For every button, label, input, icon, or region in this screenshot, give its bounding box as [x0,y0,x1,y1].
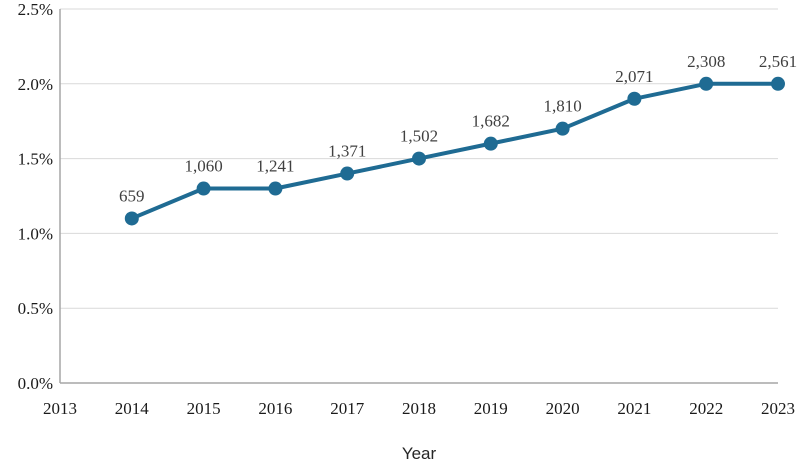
data-point-marker [771,76,785,91]
y-tick-label: 2.0% [18,75,53,94]
data-point-marker [627,91,642,106]
data-point-marker [699,76,714,91]
data-point-label: 2,308 [687,52,725,71]
x-tick-label: 2020 [546,399,580,418]
data-point-label: 1,682 [472,112,510,131]
data-point-label: 1,810 [543,97,581,116]
x-tick-label: 2015 [187,399,221,418]
x-tick-label: 2019 [474,399,508,418]
data-point-label: 659 [119,186,145,205]
data-point-marker [483,136,498,151]
y-tick-label: 1.5% [18,150,53,169]
data-point-label: 2,071 [615,67,653,86]
x-tick-label: 2014 [115,399,150,418]
data-point-marker [196,181,211,196]
data-point-label: 1,371 [328,142,366,161]
y-tick-label: 2.5% [18,0,53,19]
x-tick-label: 2016 [258,399,292,418]
x-tick-label: 2022 [689,399,723,418]
data-point-marker [555,121,570,136]
series-line [129,81,780,221]
data-point-marker [268,181,283,196]
x-tick-label: 2018 [402,399,436,418]
x-tick-label: 2013 [43,399,77,418]
x-tick-label: 2017 [330,399,365,418]
data-point-label: 1,502 [400,127,438,146]
data-point-label: 1,241 [256,157,294,176]
x-axis-title: Year [402,444,437,463]
data-point-marker [340,166,355,181]
x-tick-label: 2023 [761,399,795,418]
data-point-label: 2,561 [759,52,797,71]
data-point-label: 1,060 [184,157,222,176]
y-tick-label: 1.0% [18,224,53,243]
data-point-marker [412,151,426,166]
y-tick-label: 0.0% [18,374,53,393]
data-point-marker [124,211,139,226]
x-tick-label: 2021 [617,399,651,418]
y-tick-label: 0.5% [18,299,53,318]
